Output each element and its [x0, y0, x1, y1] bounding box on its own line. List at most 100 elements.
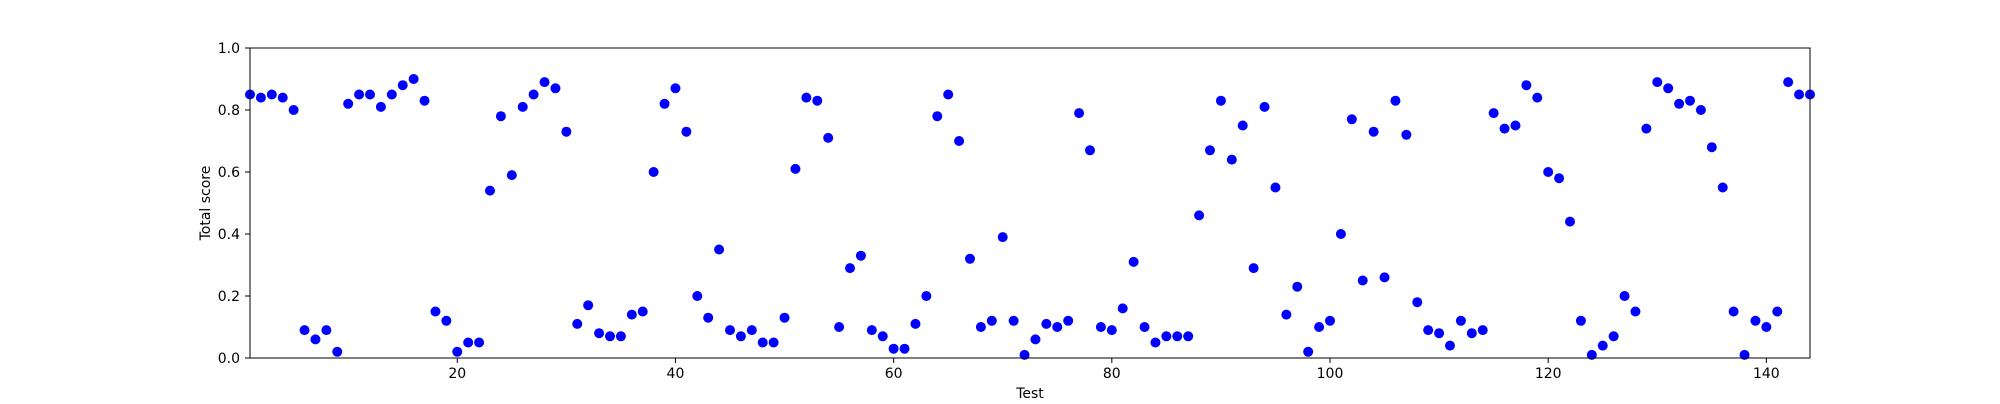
- data-point: [615, 331, 626, 342]
- y-axis-label: Total score: [198, 166, 214, 242]
- plot-frame: [249, 47, 1811, 359]
- data-point: [1695, 105, 1706, 115]
- data-point: [1215, 95, 1226, 106]
- x-tick-label: 80: [1103, 366, 1121, 382]
- data-point: [561, 126, 572, 137]
- data-point: [1685, 95, 1695, 106]
- x-tick-label: 100: [1317, 366, 1344, 382]
- data-point: [932, 111, 943, 122]
- x-tick-label: 20: [448, 366, 466, 382]
- data-point: [1172, 331, 1183, 342]
- y-tick-label: 0.2: [218, 289, 240, 305]
- data-point: [637, 306, 648, 317]
- data-point: [877, 331, 888, 342]
- data-point: [1259, 101, 1270, 112]
- data-point: [386, 89, 397, 100]
- data-point: [277, 92, 288, 103]
- data-point: [1750, 315, 1761, 326]
- data-point: [1139, 322, 1150, 332]
- data-point: [1674, 98, 1685, 109]
- data-point: [1477, 325, 1488, 336]
- data-point: [1543, 167, 1554, 177]
- data-point: [1772, 306, 1783, 317]
- data-point: [441, 315, 452, 326]
- data-point: [1303, 346, 1314, 357]
- data-point: [746, 325, 757, 336]
- data-point: [1281, 309, 1292, 320]
- x-tick-label: 140: [1753, 366, 1780, 382]
- data-point: [1248, 263, 1259, 274]
- data-point: [1739, 349, 1750, 360]
- data-point: [1183, 331, 1194, 342]
- y-tick-label: 0.4: [218, 227, 240, 243]
- data-point: [1532, 92, 1543, 103]
- data-point: [255, 92, 266, 103]
- data-point: [1085, 145, 1095, 156]
- data-point: [288, 105, 299, 115]
- data-point: [1019, 349, 1030, 360]
- data-point: [899, 343, 910, 354]
- data-point: [408, 74, 419, 84]
- data-point: [1521, 80, 1532, 91]
- data-point: [1030, 334, 1041, 345]
- data-point: [1117, 303, 1128, 314]
- data-point: [1314, 322, 1325, 332]
- data-point: [648, 167, 659, 177]
- data-point: [1150, 337, 1161, 348]
- data-point: [572, 318, 583, 329]
- data-point: [1270, 182, 1281, 193]
- data-point: [1052, 322, 1063, 332]
- data-point: [321, 325, 332, 336]
- data-point: [354, 89, 365, 100]
- y-tick-label: 0.8: [218, 103, 240, 119]
- data-point: [1335, 229, 1346, 239]
- data-point: [768, 337, 779, 348]
- data-point: [583, 300, 594, 311]
- data-point: [626, 309, 637, 320]
- data-point: [910, 318, 921, 329]
- data-point: [332, 346, 343, 357]
- data-point: [1728, 306, 1739, 317]
- data-point: [474, 337, 485, 348]
- y-tick-label: 0.0: [218, 351, 240, 367]
- data-point: [1641, 123, 1652, 134]
- data-point: [1586, 349, 1597, 360]
- data-point: [888, 343, 899, 354]
- data-point: [375, 101, 386, 112]
- data-point: [1761, 322, 1772, 332]
- data-point: [1575, 315, 1586, 326]
- data-point: [1630, 306, 1641, 317]
- data-point: [1161, 331, 1172, 342]
- data-point: [834, 322, 845, 332]
- data-point: [1008, 315, 1019, 326]
- data-point: [1455, 315, 1466, 326]
- data-point: [1237, 120, 1248, 131]
- data-point: [1608, 331, 1619, 342]
- data-point: [1488, 108, 1499, 119]
- data-point: [823, 132, 834, 143]
- data-point: [452, 346, 463, 357]
- data-point: [1325, 315, 1335, 326]
- data-point: [1466, 328, 1477, 339]
- data-point: [1717, 182, 1728, 193]
- data-point: [419, 95, 430, 106]
- data-point: [1706, 142, 1717, 153]
- data-point: [430, 306, 441, 317]
- data-point: [845, 263, 855, 274]
- data-point: [1074, 108, 1085, 119]
- data-point: [1434, 328, 1445, 339]
- x-tick-label: 120: [1535, 366, 1562, 382]
- data-point: [1357, 275, 1368, 286]
- data-point: [1652, 77, 1663, 88]
- x-tick-label: 60: [885, 366, 903, 382]
- data-point: [1292, 281, 1303, 292]
- data-point: [365, 89, 375, 100]
- data-point: [943, 89, 954, 100]
- data-point: [1379, 272, 1390, 283]
- data-point: [855, 250, 866, 261]
- data-point: [1063, 315, 1074, 326]
- data-point: [1794, 89, 1805, 100]
- data-point: [659, 98, 670, 109]
